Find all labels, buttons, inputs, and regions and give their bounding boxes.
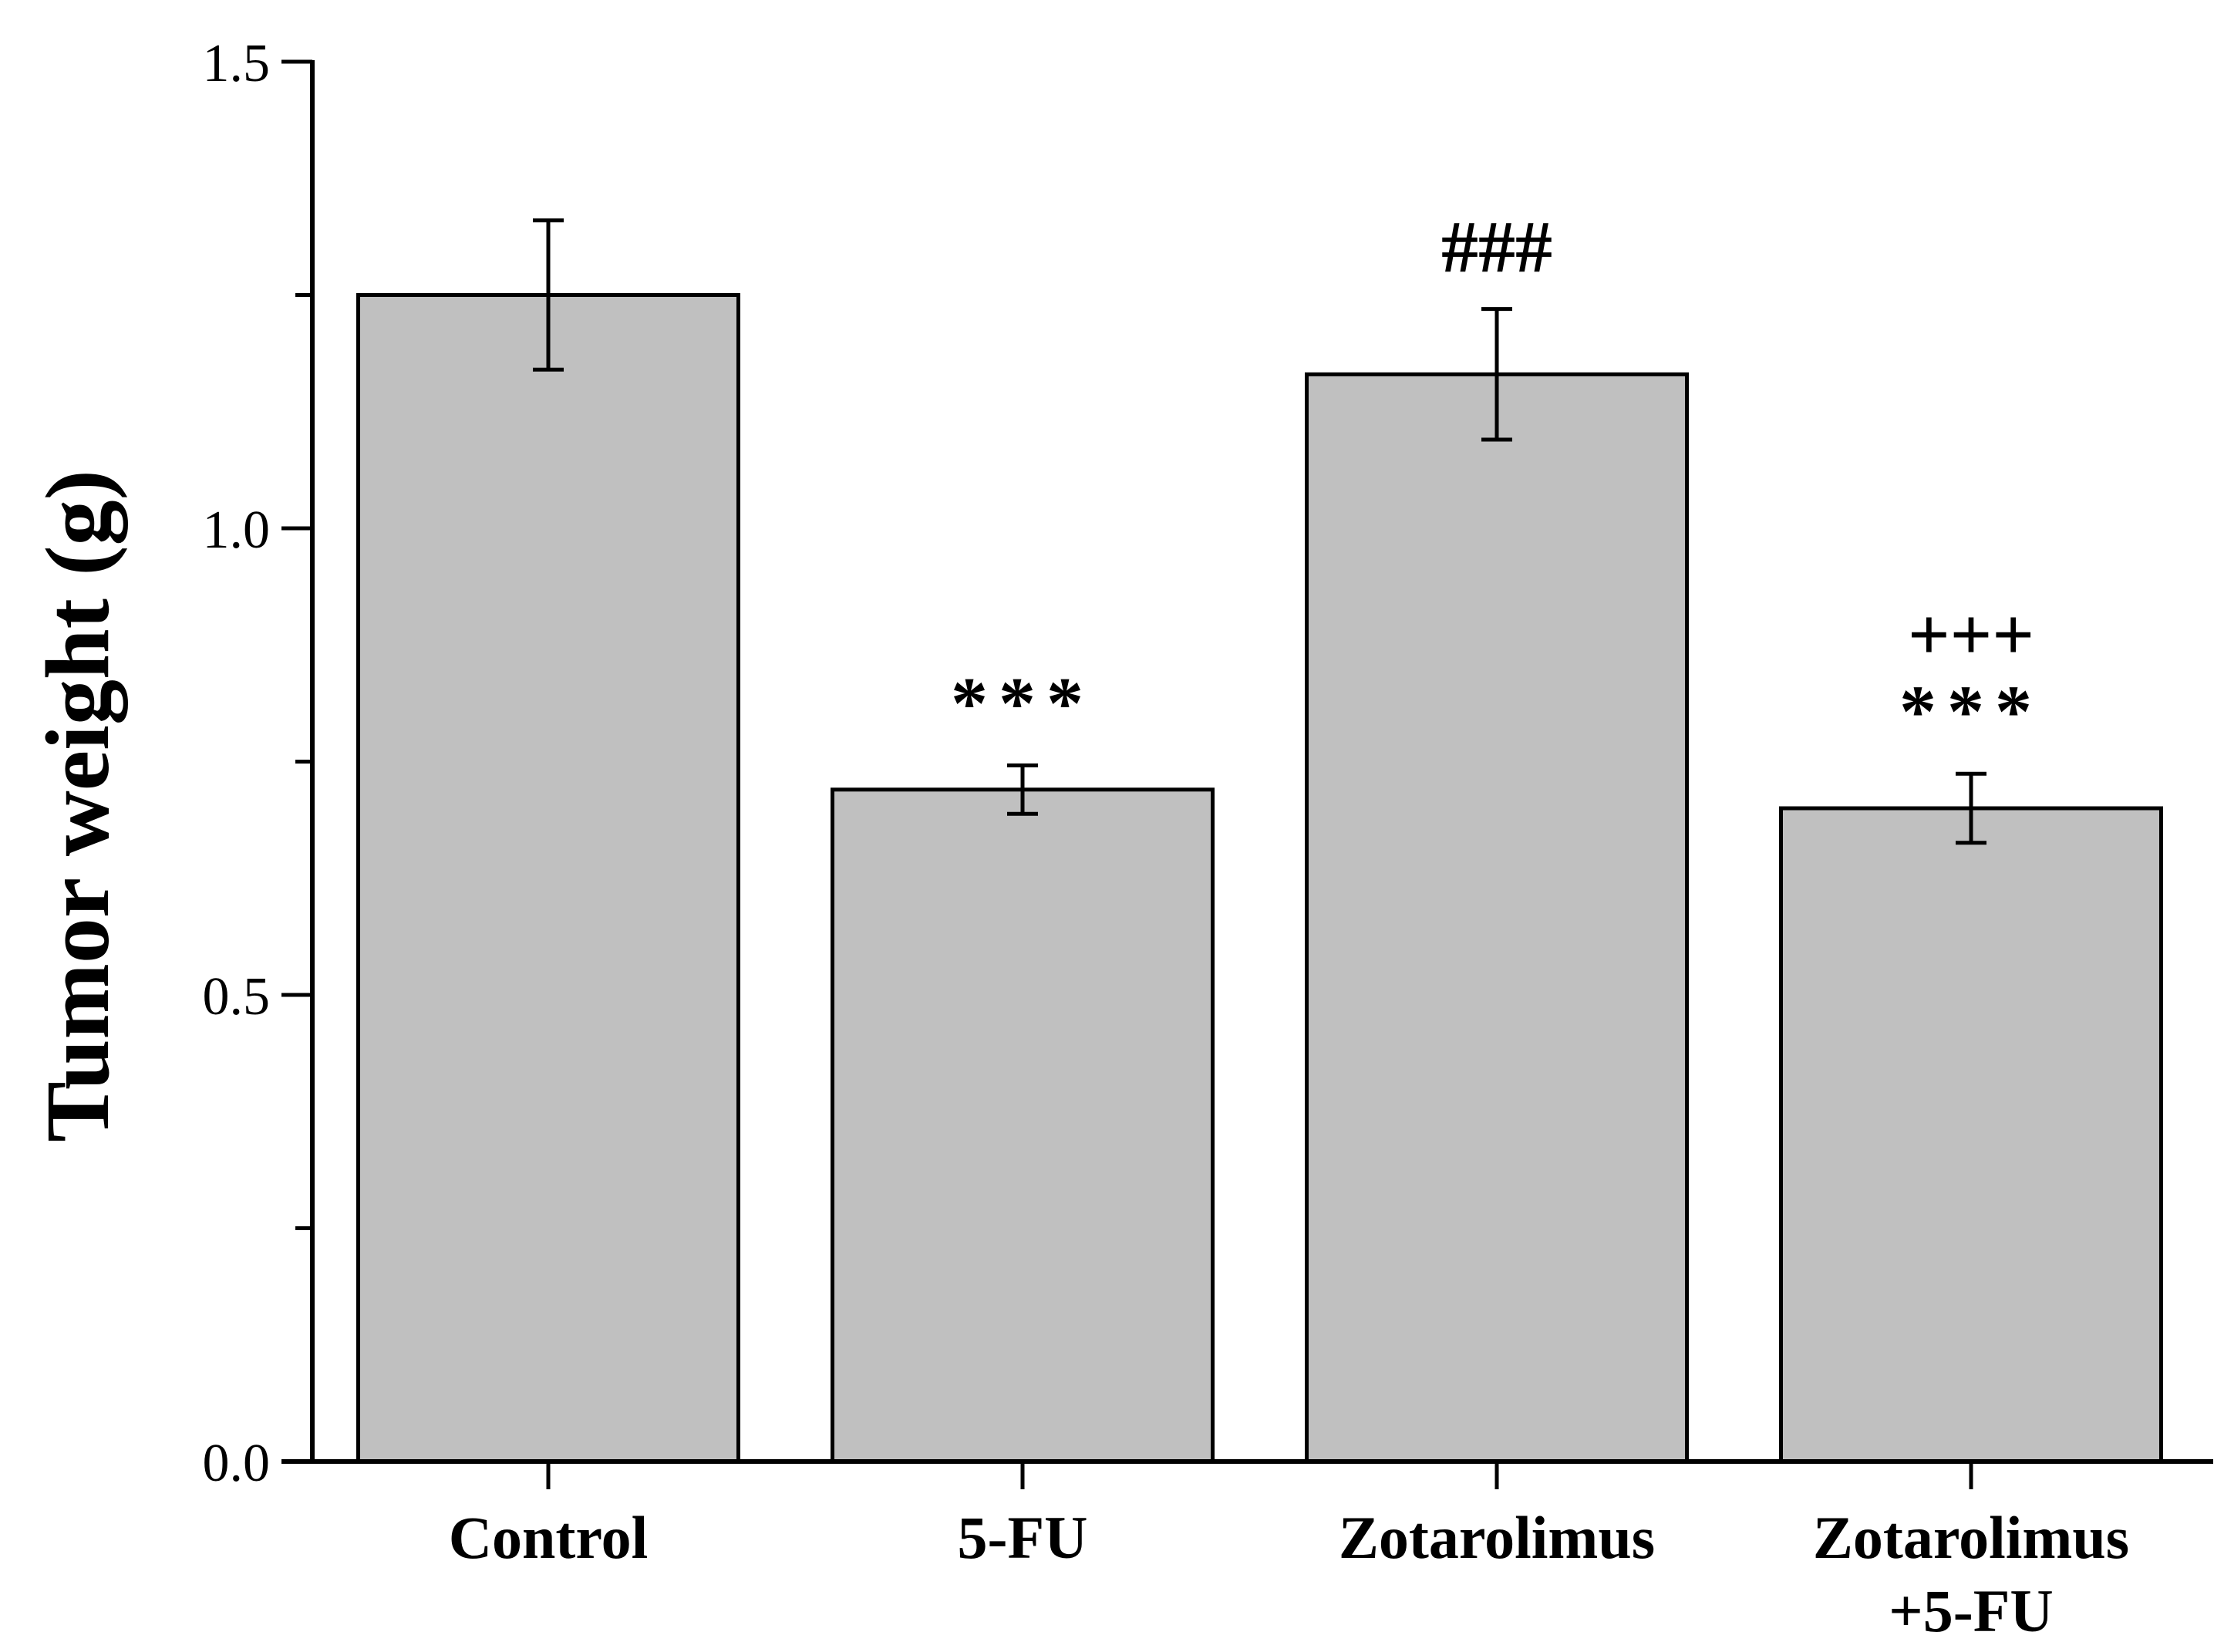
significance-annotation-2-0: ### xyxy=(1441,206,1552,288)
bar-0 xyxy=(356,293,740,1464)
y-axis-title: Tumor weight (g) xyxy=(27,470,128,1142)
significance-annotation-3-0: +++ xyxy=(1908,593,2034,676)
x-tick-label-3: Zotarolimus xyxy=(1813,1504,2129,1571)
bars-group xyxy=(356,293,2163,1464)
y-tick-label-0: 0.0 xyxy=(203,1434,271,1493)
error-bars-group xyxy=(533,218,1986,845)
y-tick-label-1: 0.5 xyxy=(203,967,271,1027)
labels-group: Control***5-FU###Zotarolimus+++***Zotaro… xyxy=(203,34,2130,1644)
y-tick-label-2: 1.0 xyxy=(203,501,271,560)
x-tick-label-3-line-1: +5-FU xyxy=(1889,1577,2053,1644)
bar-3 xyxy=(1779,806,2163,1464)
bar-1 xyxy=(831,787,1215,1464)
x-tick-label-2: Zotarolimus xyxy=(1339,1504,1655,1571)
y-tick-label-3: 1.5 xyxy=(203,34,271,93)
x-tick-label-1: 5-FU xyxy=(958,1504,1088,1571)
significance-annotation-3-1: *** xyxy=(1899,670,2043,753)
bar-2 xyxy=(1305,372,1689,1464)
significance-annotation-1-0: *** xyxy=(951,662,1094,744)
x-tick-label-0: Control xyxy=(449,1504,649,1571)
axes-group xyxy=(281,59,2213,1489)
